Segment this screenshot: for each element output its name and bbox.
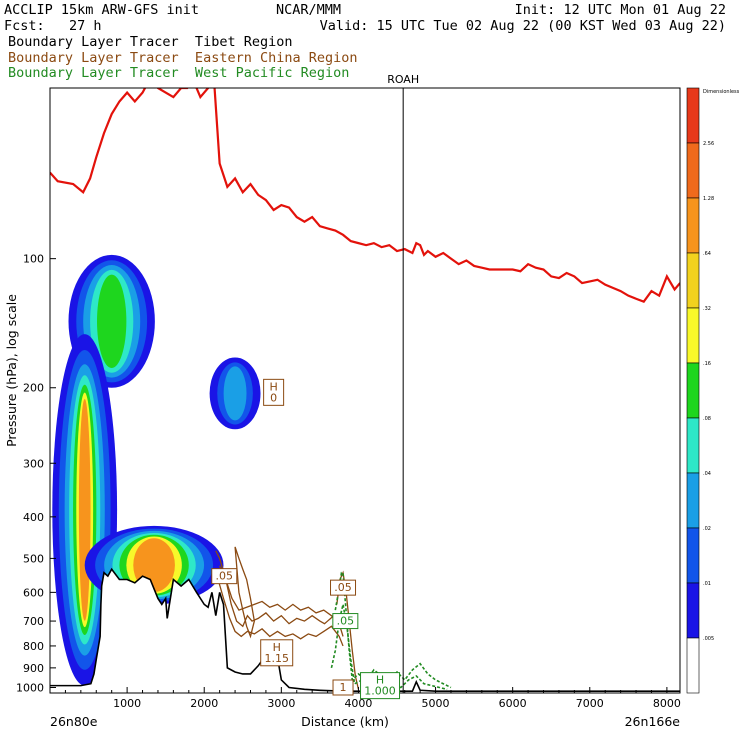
y-tick-label-100: 100 xyxy=(23,253,44,266)
marker-box-5 xyxy=(360,672,401,700)
y-tick-label-500: 500 xyxy=(23,552,44,565)
colorbar-label-4: .32 xyxy=(703,306,711,312)
left-endpoint-label: 26n80e xyxy=(50,714,98,729)
marker-box-0 xyxy=(263,378,285,406)
pacific-tracer-contour-0 xyxy=(334,571,452,689)
colorbar-swatch-2 xyxy=(686,197,700,254)
header-right-line2: Valid: 15 UTC Tue 02 Aug 22 (00 KST Wed … xyxy=(319,18,726,34)
tropopause-line xyxy=(50,88,680,304)
colorbar-label-8: .02 xyxy=(703,526,711,532)
marker-text-2-0: H xyxy=(273,641,281,654)
y-tick-label-200: 200 xyxy=(23,382,44,395)
marker-text-0-0: H xyxy=(269,380,277,393)
colorbar-swatch-9 xyxy=(686,582,700,639)
colorbar-swatch-6 xyxy=(686,417,700,474)
legend-tibet: Boundary Layer Tracer Tibet Region xyxy=(8,34,293,50)
marker-text-1-0: .05 xyxy=(216,570,234,583)
marker-box-1 xyxy=(211,568,238,585)
colorbar-swatch-10 xyxy=(686,637,700,694)
y-tick-label-700: 700 xyxy=(23,615,44,628)
marker-text-3-0: .05 xyxy=(334,581,352,594)
colorbar-label-6: .08 xyxy=(703,416,711,422)
colorbar-swatch-1 xyxy=(686,142,700,199)
colorbar-label-1: 2.56 xyxy=(703,141,714,147)
marker-text-2-1: 1.15 xyxy=(264,652,289,665)
marker-text-5-1: 1.000 xyxy=(364,685,396,698)
header-center-line1: NCAR/MMM xyxy=(276,2,342,18)
marker-text-5-0: H xyxy=(376,674,384,687)
marker-text-0-1: 0 xyxy=(270,391,277,404)
header-right-line1: Init: 12 UTC Mon 01 Aug 22 xyxy=(514,2,726,18)
below-terrain-mask xyxy=(50,569,680,693)
china-tracer-contour-2 xyxy=(219,565,346,627)
header-left-line1: ACCLIP 15km ARW-GFS init xyxy=(4,2,200,18)
colorbar-label-3: .64 xyxy=(703,251,711,257)
colorbar-label-10: .005 xyxy=(703,636,714,642)
colorbar-label-9: .01 xyxy=(703,581,711,587)
tibet-tracer-band-p64-2 xyxy=(78,399,91,621)
colorbar-label-0: Dimensionless xyxy=(703,89,740,95)
station-label: ROAH xyxy=(387,73,419,86)
colorbar-label-2: 1.28 xyxy=(703,196,714,202)
pacific-tracer-contour-1 xyxy=(330,604,448,691)
colorbar-swatch-8 xyxy=(686,527,700,584)
marker-box-6 xyxy=(332,679,354,696)
y-tick-label-600: 600 xyxy=(23,586,44,599)
colorbar-swatch-5 xyxy=(686,362,700,419)
x-tick-label-1000: 1000 xyxy=(113,697,141,710)
x-tick-label-5000: 5000 xyxy=(422,697,450,710)
y-axis-title: Pressure (hPa), log scale xyxy=(4,294,19,447)
marker-text-4-0: .05 xyxy=(337,615,355,628)
right-endpoint-label: 26n166e xyxy=(625,714,681,729)
colorbar-label-7: .04 xyxy=(703,471,711,477)
marker-box-2 xyxy=(260,639,294,667)
china-tracer-contour-3 xyxy=(234,546,256,639)
y-tick-label-900: 900 xyxy=(23,662,44,675)
colorbar-swatch-7 xyxy=(686,472,700,529)
y-tick-label-400: 400 xyxy=(23,511,44,524)
colorbar-swatch-4 xyxy=(686,307,700,364)
tibet-tracer-band-p08-0 xyxy=(97,274,127,369)
china-tracer-contour-0 xyxy=(215,550,344,637)
x-tick-label-7000: 7000 xyxy=(576,697,604,710)
colorbar-label-5: .16 xyxy=(703,361,711,367)
marker-box-3 xyxy=(330,579,357,596)
x-tick-label-2000: 2000 xyxy=(190,697,218,710)
header-left-line2: Fcst: 27 h xyxy=(4,18,102,34)
x-tick-label-3000: 3000 xyxy=(267,697,295,710)
y-tick-label-300: 300 xyxy=(23,457,44,470)
marker-text-6-0: 1 xyxy=(340,681,347,694)
legend-eastern-china: Boundary Layer Tracer Eastern China Regi… xyxy=(8,50,358,66)
x-tick-label-4000: 4000 xyxy=(344,697,372,710)
x-axis-title: Distance (km) xyxy=(301,714,389,729)
y-tick-label-1000: 1000 xyxy=(16,681,44,694)
tibet-tracer-band-p02-1 xyxy=(223,366,247,421)
colorbar-swatch-3 xyxy=(686,252,700,309)
colorbar-swatch-0 xyxy=(686,87,700,144)
legend-west-pacific: Boundary Layer Tracer West Pacific Regio… xyxy=(8,65,350,81)
x-tick-label-8000: 8000 xyxy=(653,697,681,710)
marker-box-4 xyxy=(332,613,359,630)
china-tracer-contour-1 xyxy=(217,579,344,647)
x-tick-label-6000: 6000 xyxy=(499,697,527,710)
y-tick-label-800: 800 xyxy=(23,640,44,653)
